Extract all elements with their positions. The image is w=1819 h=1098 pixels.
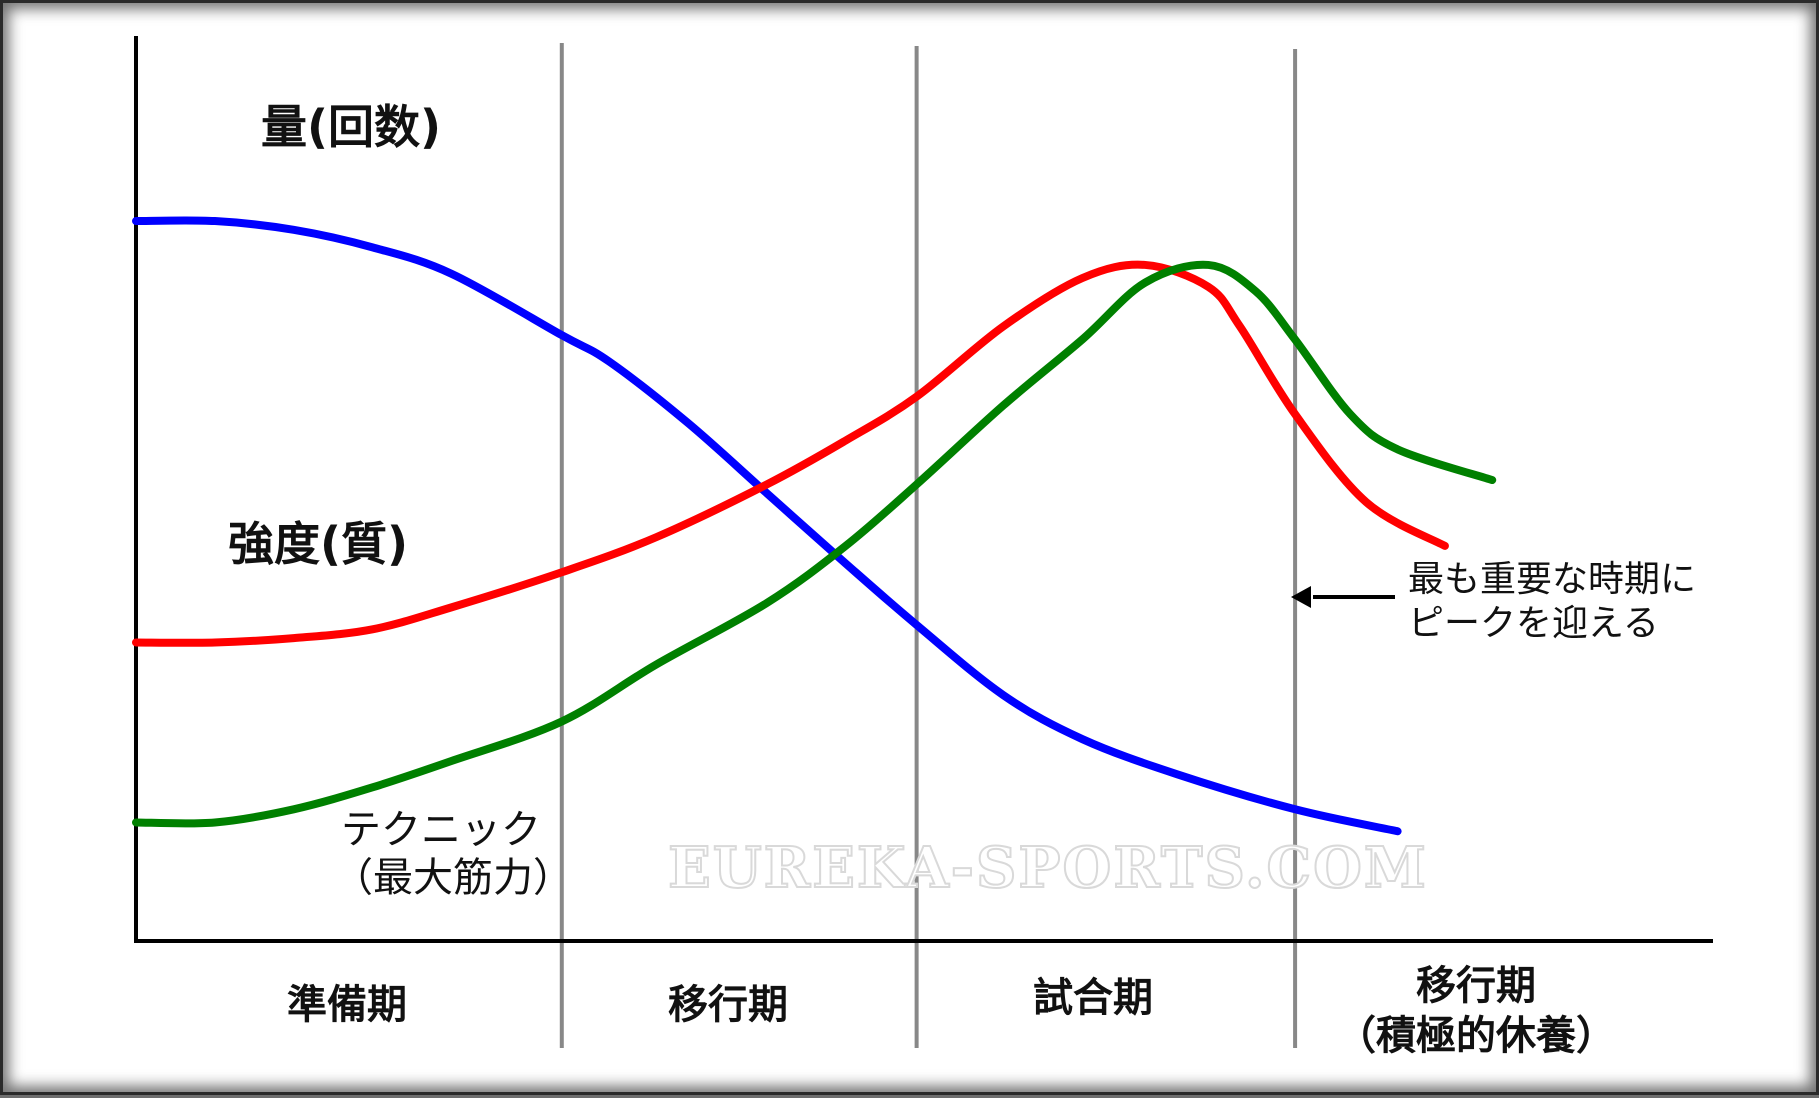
series-label-intensity: 強度(質)	[228, 517, 408, 571]
series-label-volume: 量(回数)	[261, 100, 441, 154]
phase-label-competition: 試合期	[1033, 975, 1153, 1021]
series-label-technique-line-1: テクニック	[341, 807, 541, 853]
series-line-intensity	[132, 260, 1449, 647]
series-line-volume	[132, 216, 1402, 836]
series-layer	[132, 216, 1497, 836]
annotation-arrow-head	[1291, 586, 1311, 608]
series-label-technique: テクニック（最大筋力）	[333, 807, 573, 901]
series-label-technique-line-2: （最大筋力）	[333, 855, 573, 901]
annotation: 最も重要な時期に ピークを迎える	[1291, 559, 1696, 644]
phase-label-preparation: 準備期	[287, 982, 407, 1028]
chart-svg: 量(回数) 強度(質) テクニック（最大筋力） 最も重要な時期に ピークを迎える…	[132, 36, 1713, 1059]
phase-label-transition: 移行期	[668, 982, 788, 1028]
chart-axes	[134, 36, 1713, 943]
series-line-technique	[132, 260, 1497, 828]
annotation-line-2: ピークを迎える	[1408, 603, 1659, 644]
annotation-line-1: 最も重要な時期に	[1408, 559, 1696, 600]
watermark: EUREKA-SPORTS.COM	[668, 835, 1428, 901]
phase-dividers	[559, 43, 1298, 1048]
phase-label-transition-2: 移行期	[1416, 963, 1536, 1009]
phase-sublabel-active-rest: （積極的休養）	[1336, 1013, 1616, 1059]
